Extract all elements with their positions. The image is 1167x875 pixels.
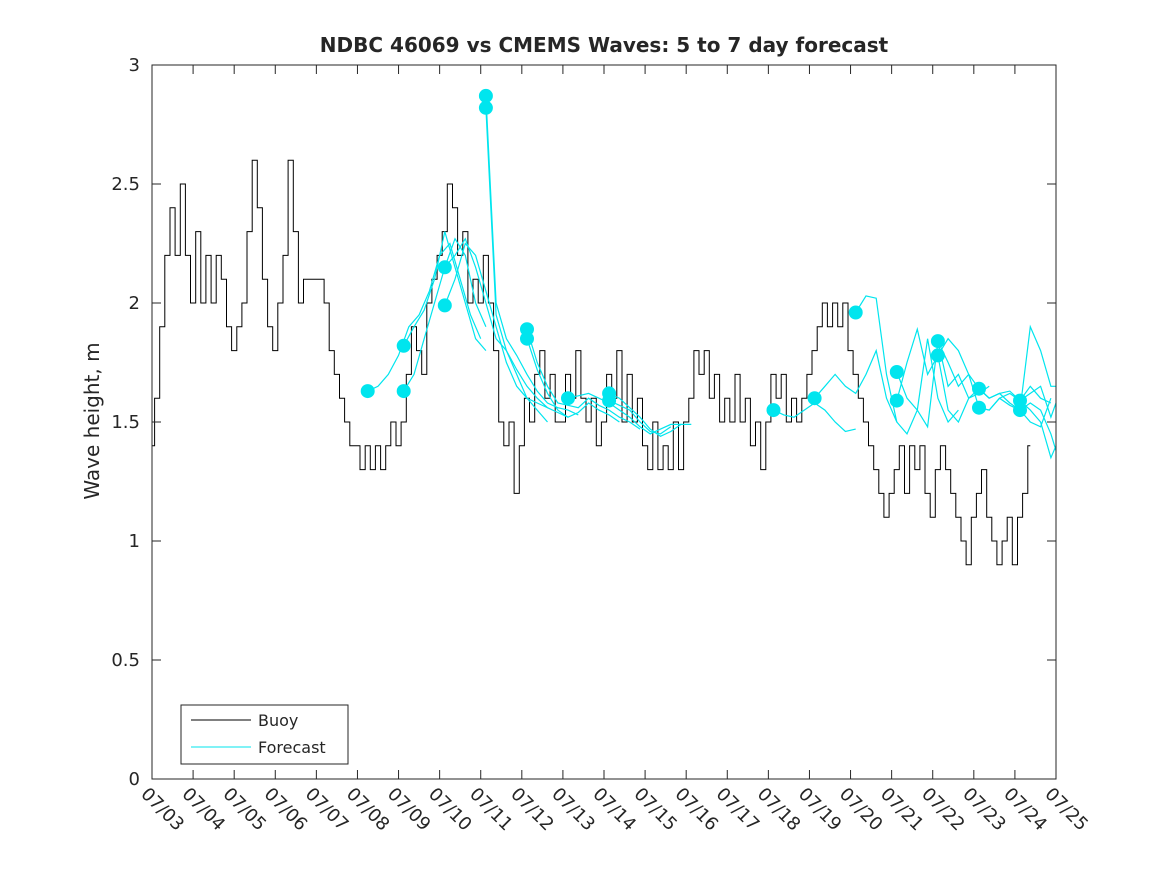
y-tick-label-3: 1.5 [111,412,140,433]
forecast-start-marker-16 [889,393,904,408]
forecast-run-line-21 [1019,385,1057,420]
forecast-run-line-14 [855,295,959,436]
forecast-start-marker-15 [889,365,904,379]
forecast-run-line-10 [608,392,692,437]
forecast-start-marker-12 [766,403,781,418]
y-tick-label-0: 0 [129,769,140,790]
forecast-run-line-13 [814,348,898,423]
forecast-start-marker-17 [930,334,945,349]
forecast-run-line-22 [1019,402,1057,451]
forecast-run-line-8 [526,338,620,423]
forecast-start-marker-22 [1013,403,1027,418]
forecast-run-line-0 [367,242,482,392]
legend-label-forecast: Forecast [258,738,326,757]
forecast-start-marker-9 [561,391,575,406]
forecast-run-line-6 [485,107,569,418]
forecast-run-line-15 [896,340,990,429]
forecast-start-marker-4 [437,298,452,313]
forecast-run-line-16 [896,326,990,424]
legend-label-buoy: Buoy [258,711,298,730]
y-tick-label-5: 2.5 [111,174,140,195]
buoy-series [152,159,1031,566]
buoy-line [152,159,1031,566]
forecast-run-line-11 [608,400,672,435]
forecast-run-line-4 [444,242,548,409]
forecast-start-marker-14 [848,305,863,320]
forecast-run-line-7 [526,329,641,430]
y-tick-label-2: 1 [129,531,140,552]
forecast-start-marker-0 [360,384,375,399]
forecast-start-marker-2 [396,384,411,399]
forecast-start-marker-1 [396,338,411,353]
y-tick-label-1: 0.5 [111,650,140,671]
y-axis-label: Wave height, m [80,342,104,499]
legend-box [180,704,349,765]
forecast-start-marker-6 [478,100,493,115]
y-tick-label-6: 3 [129,55,140,76]
forecast-series [360,88,1057,460]
y-tick-label-4: 2 [129,293,140,314]
forecast-start-marker-8 [520,331,534,346]
forecast-start-marker-20 [972,400,986,415]
forecast-start-marker-19 [972,381,986,396]
chart-title: NDBC 46069 vs CMEMS Waves: 5 to 7 day fo… [320,33,889,57]
forecast-run-line-5 [485,95,579,416]
forecast-start-marker-5 [478,88,493,103]
forecast-start-marker-13 [807,391,822,406]
forecast-run-line-1 [403,231,487,351]
forecast-run-line-9 [567,392,681,435]
forecast-start-marker-11 [602,393,617,408]
legend: Buoy Forecast [180,704,349,765]
forecast-run-line-3 [444,237,548,423]
forecast-start-marker-18 [930,348,945,363]
forecast-start-marker-3 [437,260,452,275]
